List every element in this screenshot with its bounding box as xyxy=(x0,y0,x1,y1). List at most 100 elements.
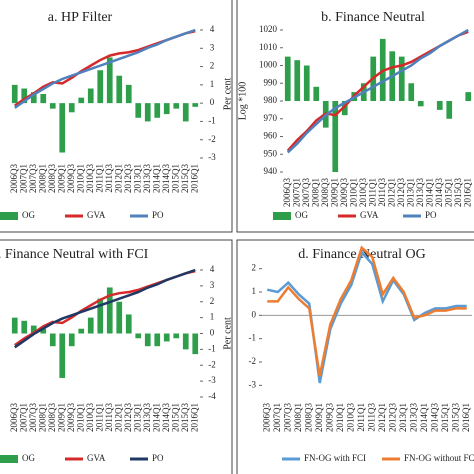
y2-tick-label: -2 xyxy=(208,134,216,144)
x-tick-label: 2011Q1 xyxy=(356,403,366,432)
y2-axis-title: Per cent xyxy=(222,78,233,111)
bar xyxy=(87,317,94,334)
legend-label: PO xyxy=(152,210,164,220)
legend-swatch xyxy=(273,212,291,220)
x-tick-label: 2009Q1 xyxy=(56,403,66,432)
x-tick-label: 2007Q3 xyxy=(301,178,311,207)
bar xyxy=(106,287,113,334)
x-tick-label: 2014Q1 xyxy=(151,164,161,193)
y-tick-label: 1000 xyxy=(259,60,278,70)
y2-tick-label: -1 xyxy=(208,115,216,125)
bar xyxy=(408,83,415,101)
bar xyxy=(125,314,132,334)
y-tick-label: -2 xyxy=(249,356,257,366)
y-tick-label: -3 xyxy=(249,379,257,389)
x-tick-label: 2012Q3 xyxy=(123,403,133,432)
chart-title: b. Finance Neutral xyxy=(321,10,425,25)
y2-tick-label: -1 xyxy=(208,343,216,353)
bar xyxy=(68,333,75,347)
x-tick-label: 2015Q3 xyxy=(450,403,460,432)
bar xyxy=(49,333,56,347)
x-tick-label: 2013Q1 xyxy=(132,164,142,193)
x-tick-label: 2015Q1 xyxy=(170,164,180,193)
panel-frame xyxy=(0,0,233,233)
y-tick-label: 0 xyxy=(252,309,257,319)
x-tick-label: 2008Q3 xyxy=(320,178,330,207)
bar xyxy=(135,333,142,339)
bar xyxy=(78,328,85,334)
y2-tick-label: 1 xyxy=(210,312,215,322)
y2-tick-label: -2 xyxy=(208,359,216,369)
y2-tick-label: 3 xyxy=(210,280,215,290)
bar xyxy=(106,57,113,104)
x-tick-label: 2007Q3 xyxy=(28,403,38,432)
bar xyxy=(417,101,424,107)
y2-tick-label: 4 xyxy=(210,264,215,274)
y2-tick-label: 2 xyxy=(210,61,215,71)
panel: c. Finance Neutral with FCI -4 -3 -2 -1 0 1 2 3 4… xyxy=(0,247,233,463)
x-tick-label: 2010Q1 xyxy=(75,164,85,193)
y-tick-label: 2 xyxy=(252,263,257,273)
panel-frame xyxy=(236,239,474,474)
bar xyxy=(21,88,28,104)
bar xyxy=(446,101,453,119)
bar xyxy=(125,84,132,104)
x-tick-label: 2007Q3 xyxy=(28,164,38,193)
y-tick-label: 990 xyxy=(264,77,278,87)
line-series xyxy=(267,245,467,377)
x-tick-label: 2006Q3 xyxy=(282,178,292,207)
bar xyxy=(11,84,18,104)
y2-tick-label: 4 xyxy=(210,24,215,34)
y-tick-label: 970 xyxy=(264,113,278,123)
x-tick-label: 2007Q1 xyxy=(291,178,301,207)
x-tick-label: 2015Q1 xyxy=(443,178,453,207)
legend-swatch xyxy=(0,455,18,463)
x-tick-label: 2010Q3 xyxy=(85,164,95,193)
x-tick-label: 2014Q3 xyxy=(429,403,439,432)
x-tick-label: 2012Q1 xyxy=(113,403,123,432)
chart-title: a. HP Filter xyxy=(48,10,113,25)
x-tick-label: 2008Q1 xyxy=(37,164,47,193)
x-tick-label: 2008Q1 xyxy=(37,403,47,432)
y-tick-label: -1 xyxy=(249,333,257,343)
bar xyxy=(116,75,123,104)
x-tick-label: 2010Q1 xyxy=(348,178,358,207)
x-tick-label: 2009Q3 xyxy=(66,164,76,193)
x-tick-label: 2012Q1 xyxy=(377,403,387,432)
x-tick-label: 2013Q3 xyxy=(142,403,152,432)
x-tick-label: 2013Q3 xyxy=(408,403,418,432)
x-tick-label: 2010Q1 xyxy=(335,403,345,432)
x-tick-label: 2012Q3 xyxy=(387,403,397,432)
bar xyxy=(173,103,180,109)
legend-label: PO xyxy=(152,453,164,463)
line-series xyxy=(14,268,196,349)
x-tick-label: 2011Q3 xyxy=(366,403,376,432)
legend-label: OG xyxy=(295,210,308,220)
x-tick-label: 2015Q1 xyxy=(440,403,450,432)
y-tick-label: 1020 xyxy=(259,24,278,34)
x-tick-label: 2008Q1 xyxy=(310,178,320,207)
x-tick-label: 2014Q1 xyxy=(419,403,429,432)
x-tick-label: 2007Q3 xyxy=(282,403,292,432)
legend-swatch xyxy=(0,212,18,220)
bar xyxy=(135,103,142,118)
bar xyxy=(59,333,66,378)
legend-label: FN-OG without FCI xyxy=(404,453,474,463)
x-tick-label: 2014Q3 xyxy=(161,403,171,432)
y2-tick-label: 3 xyxy=(210,42,215,52)
x-tick-label: 2016Q1 xyxy=(189,164,199,193)
x-tick-label: 2015Q3 xyxy=(453,178,463,207)
bar xyxy=(144,103,151,122)
x-tick-label: 2014Q1 xyxy=(151,403,161,432)
x-tick-label: 2013Q3 xyxy=(415,178,425,207)
x-tick-label: 2012Q1 xyxy=(386,178,396,207)
panel: b. Finance Neutral 940 950 960 970 980 990 1000… xyxy=(237,10,472,220)
x-tick-label: 2007Q1 xyxy=(18,403,28,432)
x-tick-label: 2010Q1 xyxy=(75,403,85,432)
y-tick-label: 940 xyxy=(264,166,278,176)
x-tick-label: 2013Q1 xyxy=(132,403,142,432)
bar xyxy=(313,86,320,101)
y2-axis-title: Per cent xyxy=(222,317,233,350)
